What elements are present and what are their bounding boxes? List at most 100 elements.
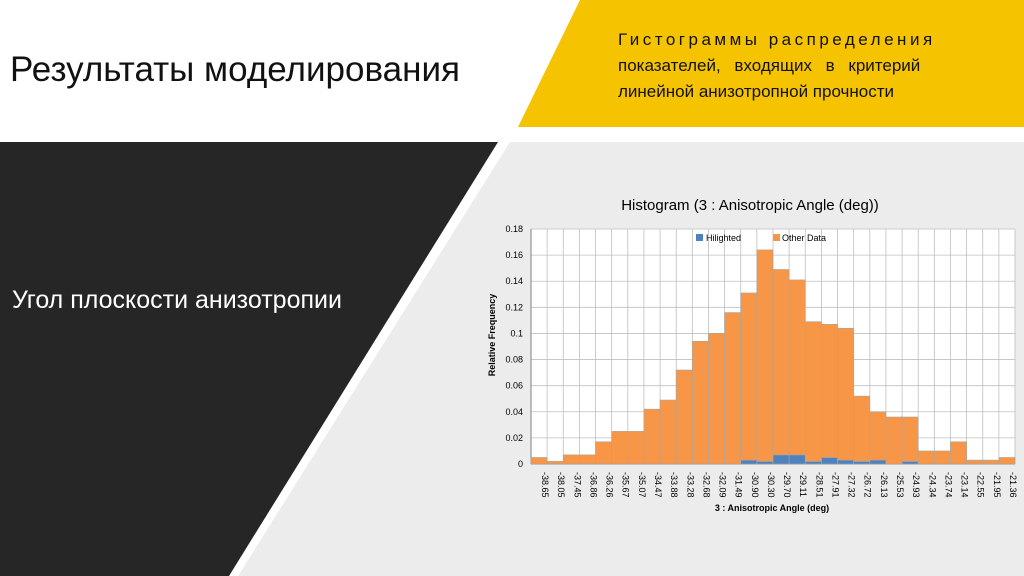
bar-other-data (546, 461, 564, 465)
x-tick-label: -28.51 (814, 472, 824, 498)
x-tick-label: -31.49 (734, 472, 744, 498)
legend-swatch-hilighted (696, 234, 703, 241)
bar-other-data (772, 269, 790, 456)
bar-other-data (675, 369, 693, 465)
x-tick-label: -33.88 (669, 472, 679, 498)
bar-hilighted (821, 457, 838, 465)
x-tick-label: -38.65 (540, 472, 550, 498)
bar-other-data (611, 431, 629, 465)
x-tick-label: -35.07 (637, 472, 647, 498)
x-tick-label: -30.90 (750, 472, 760, 498)
y-tick-label: 0.02 (505, 433, 523, 443)
x-tick-label: -24.34 (927, 472, 937, 498)
bar-other-data (934, 450, 951, 465)
y-tick-label: 0 (518, 459, 523, 469)
bar-other-data (982, 459, 1000, 465)
bar-other-data (853, 395, 871, 462)
x-tick-label: -27.32 (847, 472, 857, 498)
y-tick-label: 0.14 (505, 276, 523, 286)
bar-hilighted (837, 459, 854, 465)
subtitle-line-1: Гистограммы распределения (618, 30, 936, 49)
x-tick-label: -33.28 (685, 472, 695, 498)
bar-hilighted (901, 461, 919, 465)
subtitle-line-2: показателей, входящих в критерий (618, 56, 921, 75)
bar-hilighted (853, 461, 871, 465)
bar-other-data (869, 411, 887, 461)
x-tick-label: -36.26 (605, 472, 615, 498)
bar-hilighted (804, 461, 822, 465)
x-tick-label: -25.53 (895, 472, 905, 498)
x-tick-label: -21.36 (1008, 472, 1018, 498)
x-tick-label: -24.93 (911, 472, 921, 498)
bar-other-data (966, 459, 984, 465)
x-tick-label: -23.14 (960, 472, 970, 498)
bar-other-data (917, 450, 935, 465)
x-tick-label: -23.74 (943, 472, 953, 498)
bar-other-data (885, 416, 903, 465)
bar-other-data (708, 333, 725, 465)
histogram-chart: Histogram (3 : Anisotropic Angle (deg)) … (487, 197, 1018, 513)
y-tick-label: 0.16 (505, 250, 523, 260)
x-tick-label: -32.68 (701, 472, 711, 498)
x-tick-labels: -38.65 -38.05 -37.45 -36.86 -36.26 -35.67 -35.… (540, 472, 1018, 498)
bar-hilighted (788, 454, 806, 465)
bar-other-data (659, 399, 677, 465)
x-tick-label: -27.91 (830, 472, 840, 498)
legend-swatch-other-data (773, 234, 780, 241)
x-tick-label: -32.09 (718, 472, 728, 498)
bar-other-data (595, 441, 612, 465)
x-tick-label: -21.95 (992, 472, 1002, 498)
bar-other-data (756, 249, 774, 462)
y-tick-label: 0.1 (510, 328, 523, 338)
x-tick-label: -35.67 (621, 472, 631, 498)
chart-title: Histogram (3 : Anisotropic Angle (deg)) (621, 197, 879, 214)
bar-other-data (788, 279, 806, 456)
x-tick-label: -22.55 (976, 472, 986, 498)
bar-other-data (562, 454, 580, 465)
y-tick-label: 0.04 (505, 407, 523, 417)
x-tick-label: -37.45 (572, 472, 582, 498)
bar-other-data (821, 324, 838, 458)
accent-band (518, 0, 1024, 127)
bar-other-data (901, 416, 919, 462)
bar-hilighted (772, 454, 790, 465)
bar-hilighted (756, 461, 774, 465)
bar-other-data (740, 292, 758, 461)
x-tick-label: -38.05 (556, 472, 566, 498)
chart-legend: Hilighted Other Data (696, 233, 826, 243)
x-tick-label: -36.86 (588, 472, 598, 498)
page-title: Результаты моделирования (10, 50, 460, 89)
y-tick-labels: 0 0.02 0.04 0.06 0.08 0.1 0.12 0.14 0.16 0.18 (505, 224, 523, 469)
y-tick-label: 0.06 (505, 381, 523, 391)
x-tick-label: -30.30 (766, 472, 776, 498)
bar-other-data (692, 340, 709, 465)
bar-other-data (530, 457, 548, 465)
y-tick-label: 0.12 (505, 302, 523, 312)
chart-bars (530, 249, 1016, 465)
bar-hilighted (869, 459, 887, 465)
x-axis-label: 3 : Anisotropic Angle (deg) (715, 503, 829, 513)
legend-label-hilighted: Hilighted (706, 233, 741, 243)
x-tick-label: -34.47 (653, 472, 663, 498)
x-tick-label: -26.13 (879, 472, 889, 498)
bar-other-data (724, 312, 742, 465)
bar-other-data (579, 454, 596, 465)
subtitle: Гистограммы распределения показателей, в… (618, 27, 950, 105)
y-axis-label: Relative Frequency (487, 294, 497, 377)
x-tick-label: -29.70 (782, 472, 792, 498)
x-tick-label: -26.72 (863, 472, 873, 498)
bar-other-data (627, 431, 645, 465)
bar-other-data (643, 408, 661, 465)
bar-other-data (804, 321, 822, 462)
subtitle-line-3: линейной анизотропной прочности (618, 82, 895, 101)
dark-panel (0, 142, 498, 576)
bar-other-data (837, 327, 854, 461)
x-tick-label: -29.11 (798, 472, 808, 497)
bar-hilighted (740, 459, 758, 465)
bar-other-data (998, 457, 1016, 465)
legend-label-other-data: Other Data (782, 233, 826, 243)
accent-shape (518, 0, 1024, 127)
bar-other-data (950, 441, 967, 465)
y-tick-label: 0.18 (505, 224, 523, 234)
y-tick-label: 0.08 (505, 355, 523, 365)
